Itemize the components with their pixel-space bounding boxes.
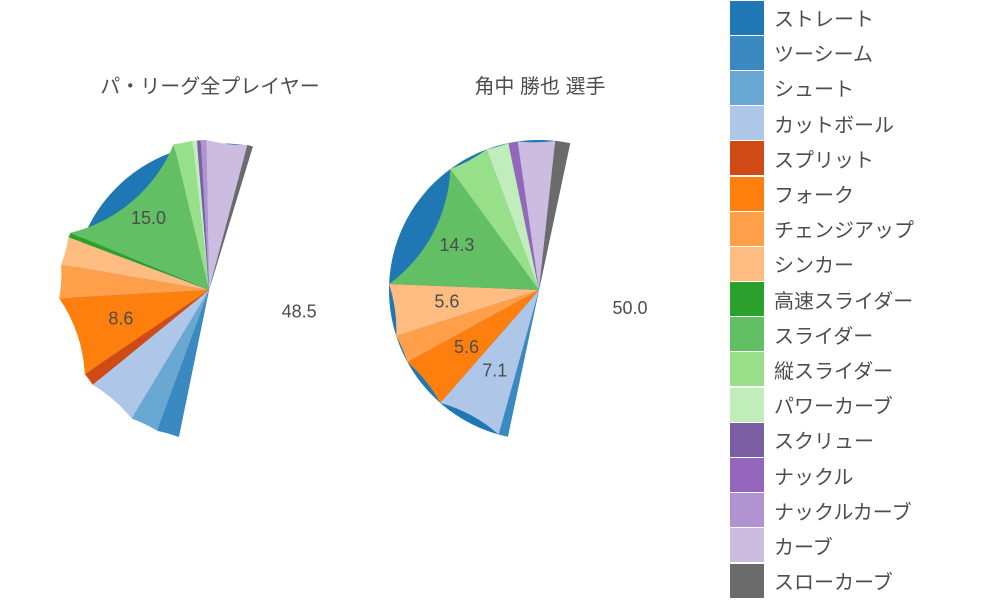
pie-slice-label-fork: 8.6 <box>108 308 133 328</box>
legend: ストレートツーシームシュートカットボールスプリットフォークチェンジアップシンカー… <box>730 0 980 598</box>
legend-swatch-cutball <box>730 106 764 140</box>
legend-label-sinker: シンカー <box>774 249 854 278</box>
legend-swatch-sinker <box>730 247 764 281</box>
legend-item-cutball: カットボール <box>730 106 980 141</box>
legend-label-slider: スライダー <box>774 320 873 349</box>
legend-item-knuckle: ナックル <box>730 457 980 492</box>
legend-item-split: スプリット <box>730 141 980 176</box>
pie-slice-label-sinker: 5.6 <box>434 291 459 311</box>
legend-swatch-fork <box>730 177 764 211</box>
legend-swatch-curve <box>730 528 764 562</box>
legend-swatch-knuckle_curve <box>730 493 764 527</box>
legend-label-changeup: チェンジアップ <box>774 214 914 243</box>
legend-label-fork: フォーク <box>774 179 854 208</box>
legend-swatch-fast_slider <box>730 282 764 316</box>
legend-label-v_slider: 縦スライダー <box>774 355 893 384</box>
pie-slice-label-slider: 14.3 <box>439 235 474 255</box>
legend-swatch-straight <box>730 1 764 35</box>
legend-swatch-two_seam <box>730 36 764 70</box>
pie-slice-label-cutball: 7.1 <box>482 361 507 381</box>
legend-label-curve: カーブ <box>774 531 833 560</box>
pie1: 48.5 8.6 15.0 <box>19 100 399 485</box>
pie2-title: 角中 勝也 選手 <box>390 70 690 99</box>
legend-swatch-split <box>730 141 764 175</box>
legend-swatch-slider <box>730 317 764 351</box>
legend-label-straight: ストレート <box>774 3 874 32</box>
legend-item-slow_curve: スローカーブ <box>730 563 980 598</box>
pie-svg: 48.5 8.6 15.0 <box>19 100 399 480</box>
legend-swatch-v_slider <box>730 352 764 386</box>
legend-label-knuckle: ナックル <box>774 461 853 490</box>
legend-label-two_seam: ツーシーム <box>774 38 873 67</box>
pie1-title: パ・リーグ全プレイヤー <box>60 70 360 99</box>
legend-item-fork: フォーク <box>730 176 980 211</box>
legend-item-curve: カーブ <box>730 528 980 563</box>
legend-item-straight: ストレート <box>730 0 980 35</box>
legend-item-fast_slider: 高速スライダー <box>730 282 980 317</box>
legend-label-power_curve: パワーカーブ <box>774 390 893 419</box>
legend-item-screw: スクリュー <box>730 422 980 457</box>
legend-swatch-slow_curve <box>730 564 764 598</box>
legend-item-sinker: シンカー <box>730 246 980 281</box>
legend-swatch-screw <box>730 423 764 457</box>
legend-swatch-changeup <box>730 212 764 246</box>
legend-swatch-power_curve <box>730 388 764 422</box>
legend-label-shoot: シュート <box>774 73 854 102</box>
legend-item-slider: スライダー <box>730 317 980 352</box>
pie-slice-curve <box>206 140 247 290</box>
legend-label-fast_slider: 高速スライダー <box>774 285 913 314</box>
legend-label-slow_curve: スローカーブ <box>774 566 893 595</box>
legend-item-two_seam: ツーシーム <box>730 35 980 70</box>
legend-swatch-shoot <box>730 71 764 105</box>
legend-swatch-knuckle <box>730 458 764 492</box>
pie-slice-label-fork: 5.6 <box>454 337 479 357</box>
pie-slice-label-straight: 50.0 <box>612 298 647 318</box>
legend-item-v_slider: 縦スライダー <box>730 352 980 387</box>
legend-label-split: スプリット <box>774 144 874 173</box>
legend-item-power_curve: パワーカーブ <box>730 387 980 422</box>
chart-stage: パ・リーグ全プレイヤー 角中 勝也 選手 48.5 8.6 15.0 50.0 7.1… <box>0 0 1000 600</box>
legend-item-shoot: シュート <box>730 70 980 105</box>
legend-label-cutball: カットボール <box>774 109 894 138</box>
pie2: 50.07.15.65.614.3 <box>349 100 729 485</box>
pie-slice-label-slider: 15.0 <box>131 208 166 228</box>
legend-label-knuckle_curve: ナックルカーブ <box>774 496 912 525</box>
legend-label-screw: スクリュー <box>774 425 874 454</box>
pie-slice-label-straight: 48.5 <box>282 302 317 322</box>
legend-item-changeup: チェンジアップ <box>730 211 980 246</box>
pie-svg: 50.07.15.65.614.3 <box>349 100 729 480</box>
legend-item-knuckle_curve: ナックルカーブ <box>730 493 980 528</box>
